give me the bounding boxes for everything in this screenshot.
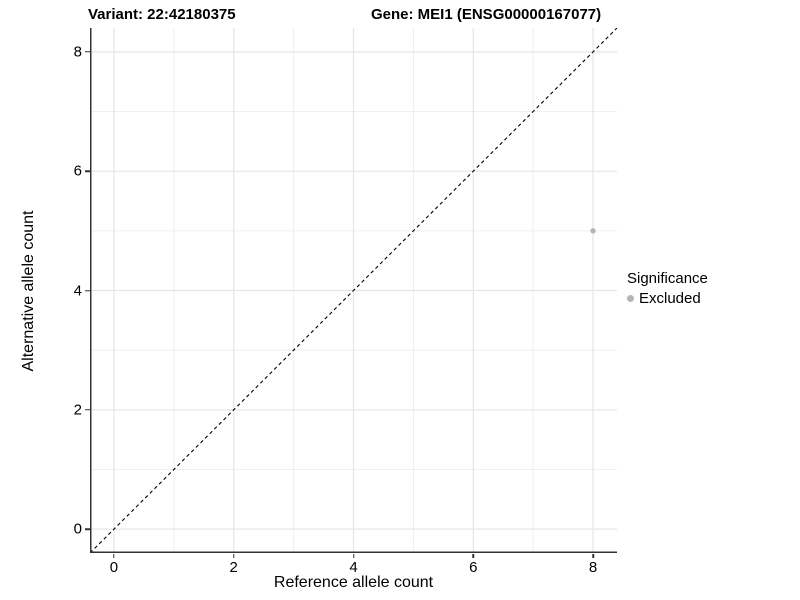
- x-tick-label: 8: [588, 559, 598, 576]
- x-tick-label: 6: [469, 559, 478, 576]
- gene-title: Gene: MEI1 (ENSG00000167077): [371, 6, 602, 23]
- legend-title: Significance: [627, 270, 708, 287]
- x-tick-label: 2: [229, 559, 238, 576]
- legend-item: Excluded: [627, 290, 708, 307]
- y-tick-label: 0: [73, 520, 82, 538]
- x-tick-label: 0: [109, 559, 119, 576]
- y-tick-label: 6: [73, 162, 82, 180]
- y-tick-label: 2: [73, 401, 82, 419]
- y-tick-mark: [85, 528, 90, 530]
- variant-title: Variant: 22:42180375: [88, 6, 236, 23]
- plot-canvas: [90, 28, 617, 553]
- identity-line: [90, 28, 617, 553]
- y-axis-title: Alternative allele count: [20, 210, 37, 372]
- y-tick-mark: [85, 409, 90, 411]
- x-tick-mark: [352, 553, 355, 558]
- plot-panel: [90, 28, 617, 553]
- legend-item-label: Excluded: [639, 290, 701, 307]
- legend-dot-icon: [627, 295, 634, 302]
- legend-items: Excluded: [627, 290, 708, 307]
- x-tick-mark: [113, 553, 115, 558]
- x-axis-title: Reference allele count: [273, 574, 434, 591]
- x-tick-mark: [232, 553, 235, 558]
- y-tick-mark: [85, 289, 90, 292]
- y-tick-mark: [85, 51, 90, 53]
- x-tick-label: 4: [349, 559, 358, 576]
- x-tick-mark: [592, 553, 594, 558]
- y-tick-label: 8: [73, 43, 82, 61]
- legend: Significance Excluded: [627, 270, 708, 307]
- data-point: [590, 228, 596, 234]
- y-tick-label: 4: [73, 282, 82, 299]
- y-tick-mark: [85, 170, 90, 172]
- x-tick-mark: [472, 553, 475, 558]
